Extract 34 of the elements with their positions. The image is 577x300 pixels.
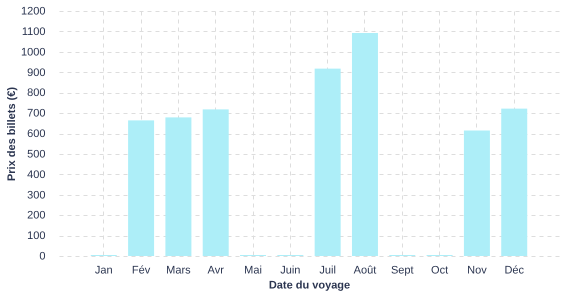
x-tick-label: Juil [319,264,336,276]
bar [352,33,378,256]
x-tick-label: Nov [467,264,488,276]
bar [202,109,229,256]
y-tick-label: 300 [27,189,46,202]
y-tick-label: 900 [27,66,46,79]
bar [128,120,154,256]
bar [501,108,528,256]
x-tick-label: Mars [166,264,192,276]
x-tick-label: Déc [504,264,525,276]
x-tick-label: Jan [94,264,113,276]
bar [464,130,490,256]
y-tick-label: 500 [27,148,46,160]
y-tick-label: 700 [27,108,46,120]
x-tick-label: Août [354,264,376,276]
y-tick-label: 0 [39,250,46,262]
y-tick-label: 200 [27,210,46,222]
y-tick-label: 800 [27,87,46,100]
y-tick-label: 400 [27,168,46,181]
x-tick-label: Avr [208,264,224,276]
y-axis-title: Prix des billets (€) [6,86,18,182]
y-tick-label: 1000 [21,46,46,58]
y-tick-label: 1100 [22,26,46,38]
x-tick-label: Mai [244,264,262,276]
x-tick-label: Oct [431,264,448,276]
x-tick-label: Sept [390,264,414,276]
y-tick-label: 100 [27,230,46,242]
x-axis-title: Date du voyage [268,280,350,292]
x-tick-label: Juin [280,264,300,276]
y-tick-label: 600 [27,128,46,140]
y-tick-label: 1200 [21,6,46,18]
bar [314,68,341,256]
bar [165,117,192,256]
x-tick-label: Fév [132,264,151,276]
